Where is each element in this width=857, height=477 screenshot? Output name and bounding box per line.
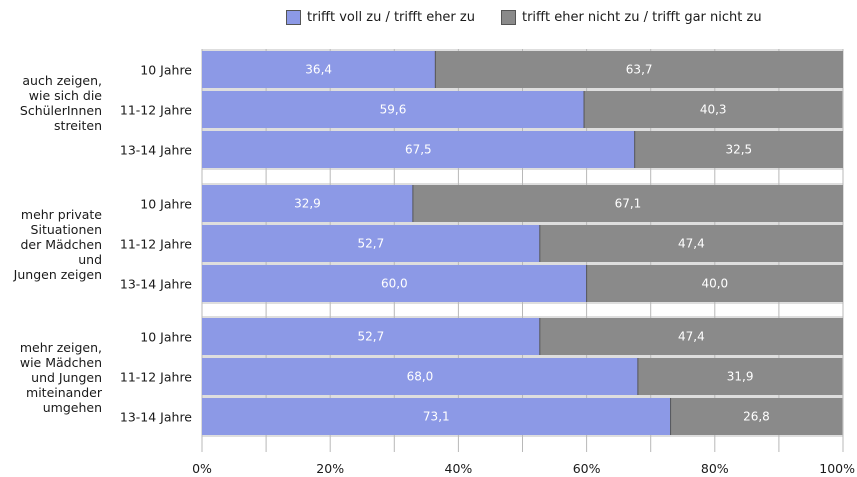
row-label: 11-12 Jahre [119,102,192,117]
bar-disagree [584,91,843,128]
bar-disagree [539,318,843,355]
value-label-disagree: 67,1 [615,197,642,211]
bar-disagree [634,131,843,168]
x-tick-label: 0% [192,461,212,476]
value-label-agree: 68,0 [407,370,434,384]
value-label-disagree: 40,3 [700,103,727,117]
legend-swatch-agree [286,10,301,25]
bar-disagree [412,185,843,222]
row-label: 13-14 Jahre [119,276,192,291]
value-label-agree: 52,7 [358,330,385,344]
bar-disagree [539,225,843,262]
bar-agree [202,265,587,302]
bar-disagree [435,51,843,88]
group-label-line: Jungen zeigen [13,267,102,282]
value-label-disagree: 47,4 [678,330,705,344]
bar-agree [202,398,671,435]
bar-disagree [637,358,843,395]
legend-item-disagree: trifft eher nicht zu / trifft gar nicht … [500,10,762,25]
value-label-disagree: 26,8 [743,410,770,424]
bar-disagree [586,265,843,302]
value-label-agree: 60,0 [381,277,408,291]
row-label: 11-12 Jahre [119,369,192,384]
value-label-agree: 36,4 [305,63,332,77]
group-label-line: Situationen [30,222,102,237]
group-label-line: mehr private [20,207,102,222]
row-label: 10 Jahre [140,62,192,77]
value-label-agree: 59,6 [380,103,407,117]
bar-agree [202,51,436,88]
x-tick-label: 20% [316,461,344,476]
group-label-line: und Jungen [31,370,102,385]
value-label-disagree: 47,4 [678,237,705,251]
value-label-agree: 52,7 [358,237,385,251]
x-tick-label: 100% [819,461,855,476]
value-label-disagree: 32,5 [725,143,752,157]
value-label-disagree: 31,9 [727,370,754,384]
legend-swatch-disagree [500,10,516,25]
group-label-line: der Mädchen [20,237,102,252]
legend-item-agree: trifft voll zu / trifft eher zu [286,10,475,25]
value-label-agree: 73,1 [423,410,450,424]
group-label-line: und [78,252,102,267]
x-tick-label: 80% [701,461,729,476]
value-label-disagree: 40,0 [701,277,728,291]
group-label-line: wie sich die [28,88,102,103]
bar-agree [202,225,540,262]
bar-agree [202,131,635,168]
group-label-line: umgehen [42,400,102,415]
group-label-line: auch zeigen, [22,73,102,88]
group-label-line: streiten [54,118,102,133]
x-tick-label: 40% [445,461,473,476]
row-label: 11-12 Jahre [119,236,192,251]
legend-label-agree: trifft voll zu / trifft eher zu [307,10,475,25]
bar-agree [202,185,413,222]
value-label-disagree: 63,7 [626,63,653,77]
bar-agree [202,358,638,395]
value-label-agree: 32,9 [294,197,321,211]
bar-disagree [670,398,843,435]
group-label-line: mehr zeigen, [19,340,102,355]
legend: trifft voll zu / trifft eher zu trifft e… [286,10,762,25]
group-label-line: wie Mädchen [19,355,102,370]
value-label-agree: 67,5 [405,143,432,157]
x-tick-label: 60% [573,461,601,476]
legend-label-disagree: trifft eher nicht zu / trifft gar nicht … [521,10,762,25]
row-label: 10 Jahre [140,329,192,344]
group-label: mehr zeigen, wie Mädchen und Jungen miteina… [0,340,102,415]
group-label: auch zeigen, wie sich die SchülerInnen stre… [0,73,102,133]
row-label: 10 Jahre [140,196,192,211]
bar-agree [202,318,540,355]
row-label: 13-14 Jahre [119,142,192,157]
row-label: 13-14 Jahre [119,409,192,424]
group-label-line: miteinander [26,385,102,400]
group-label-line: SchülerInnen [19,103,102,118]
group-label: mehr private Situationen der Mädchen und Jun… [0,207,102,282]
bar-agree [202,91,585,128]
